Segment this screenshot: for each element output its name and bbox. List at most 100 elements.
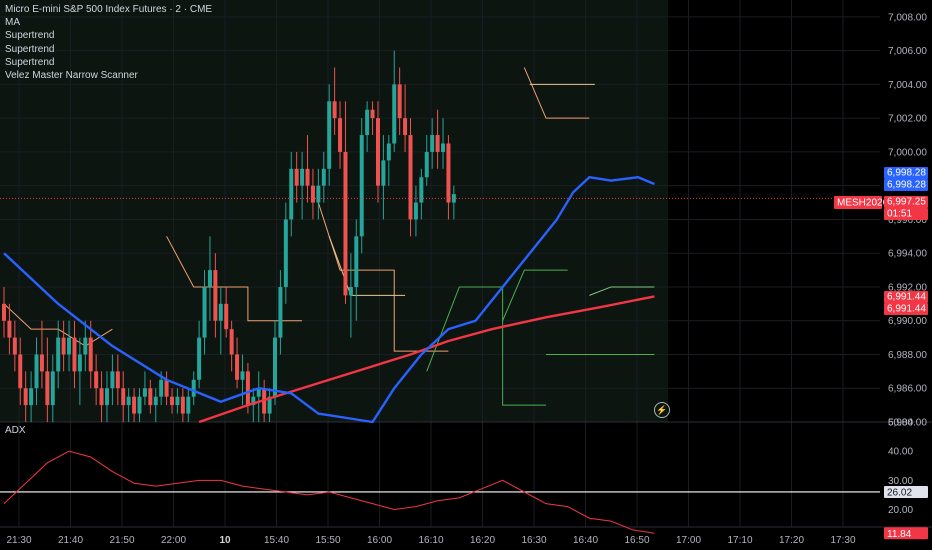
candle-body [180,396,185,414]
legend-ma[interactable]: MA [5,17,20,29]
candle-body [67,337,72,355]
candle-body [310,185,315,203]
legend-supertrend-3[interactable]: Supertrend [5,56,55,68]
legend-supertrend-1[interactable]: Supertrend [5,30,55,42]
candle-body [273,337,277,397]
price-tick-label: 7,008.00 [888,12,927,23]
candle-body [175,396,180,406]
ma-fast-price-label-2: 6,998.28 [887,180,926,191]
countdown-label-bg [884,208,928,220]
candle-body [83,337,88,355]
last-price-label: 6,997.25 [887,197,926,208]
time-tick-label: 17:30 [830,535,855,546]
candle-body [34,354,39,389]
adx-line [3,450,655,534]
candle-body [50,371,55,406]
candle-body [235,354,240,380]
candle-body [61,337,66,355]
candle-body [413,202,418,220]
legend-supertrend-2[interactable]: Supertrend [5,43,55,55]
candle-body [294,168,299,186]
adx-tick-label: 30.00 [888,476,913,487]
adx-tick-label: 50.00 [888,418,913,429]
candle-body [370,109,375,119]
price-tick-label: 7,002.00 [888,114,927,125]
candle-body [327,101,332,169]
candle-body [251,396,256,406]
candle-body [164,379,169,397]
candle-body [148,388,153,406]
candle-body [39,354,44,372]
candle-body [435,135,440,152]
candle-body [441,143,446,152]
candle-body [72,337,77,372]
time-tick-label: 15:50 [315,535,340,546]
candle-body [283,219,288,287]
legend-velez[interactable]: Velez Master Narrow Scanner [5,70,138,82]
candle-body [354,236,359,287]
candle-body [29,388,34,406]
candle-body [348,286,353,296]
candle-body [430,135,435,152]
candle-body [23,388,28,406]
candle-body [115,371,120,389]
candle-body [94,371,99,389]
candle-body [289,168,294,220]
candle-body [18,354,23,389]
ma-slow-price-label-2: 6,991.44 [887,304,926,315]
adx-level-label-bg [884,485,928,498]
time-tick-label: 10 [219,535,231,546]
candle-body [446,143,451,203]
candle-body [7,320,12,338]
candle-body [202,286,207,338]
symbol-label: MESH2026 [837,198,889,209]
time-tick-label: 16:50 [624,535,649,546]
candle-body [403,118,408,136]
countdown-label: 01:51 [887,209,912,220]
candle-body [45,371,50,406]
time-tick-label: 21:40 [58,535,83,546]
lightning-icon[interactable]: ⚡ [654,402,670,418]
time-tick-label: 15:40 [264,535,289,546]
ma-slow-price-label-bg [884,291,928,303]
supertrend-line [166,236,303,322]
candle-body [153,396,158,406]
time-tick-label: 17:20 [779,535,804,546]
price-tick-label: 6,990.00 [888,316,927,327]
candle-body [381,160,386,186]
adx-last-label-bg [884,527,928,540]
symbol-label-bg [834,196,882,209]
adx-tick-label: 20.00 [888,505,913,516]
time-tick-label: 16:20 [470,535,495,546]
session-background [0,0,668,422]
ma-fast-line [3,176,655,424]
candle-body [142,388,147,397]
time-tick-label: 16:00 [367,535,392,546]
chart-legend: Micro E-mini S&P 500 Index Futures · 2 ·… [5,3,212,82]
candle-body [213,270,218,321]
adx-pane-label[interactable]: ADX [5,425,26,436]
ma-fast-price-label: 6,998.28 [887,168,926,179]
price-tick-label: 6,984.00 [888,418,927,429]
candle-body [229,329,234,355]
candle-body [278,286,283,338]
candle-body [419,177,424,203]
candle-body [88,337,93,372]
candle-body [99,388,104,406]
time-tick-label: 16:30 [521,535,546,546]
candle-body [197,337,202,380]
candle-body [77,354,82,372]
candle-body [218,303,223,321]
supertrend-line [589,286,655,296]
price-tick-label: 6,996.00 [888,215,927,226]
candle-body [126,396,131,406]
candle-body [392,84,397,144]
candle-body [104,388,109,406]
candle-body [224,303,229,330]
candle-body [159,379,164,397]
candle-body [408,135,413,220]
candle-body [56,337,61,372]
legend-title[interactable]: Micro E-mini S&P 500 Index Futures · 2 ·… [5,4,213,15]
